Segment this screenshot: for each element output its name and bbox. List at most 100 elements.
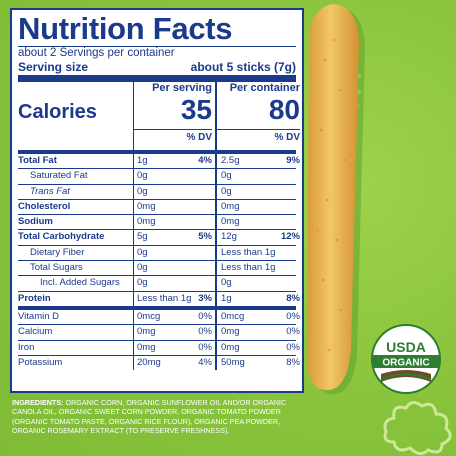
dv-label: % DV [217, 129, 300, 144]
squiggle-decoration-bottom [383, 401, 452, 455]
nutrient-row: Cholesterol 0mg 0mg [18, 198, 296, 215]
nutrient-name: Total Fat [18, 155, 57, 166]
per-container-amount: 0mcg [221, 310, 245, 322]
nutrient-name: Cholesterol [18, 200, 71, 212]
per-serving-dv: 4% [198, 155, 212, 166]
nutrient-row: Potassium 20mg 4% 50mg 8% [18, 354, 300, 371]
per-container-dv: 0% [286, 310, 300, 322]
per-serving-dv: 0% [198, 310, 212, 322]
column-divider [215, 82, 217, 150]
usda-seal-band-text: ORGANIC [382, 358, 429, 369]
per-serving-amount: 0mg [137, 216, 156, 228]
calories-per-container: 80 [268, 94, 300, 125]
nutrient-name: Vitamin D [18, 310, 60, 322]
per-serving-amount: 0mg [137, 326, 156, 338]
per-container-amount: 0g [221, 185, 232, 197]
nutrient-row: Iron 0mg 0% 0mg 0% [18, 339, 300, 355]
serving-size-row: Serving size about 5 sticks (7g) [18, 60, 296, 75]
veggie-stick-image [306, 4, 365, 395]
per-container-amount: 50mg [221, 356, 245, 368]
nutrient-name: Saturated Fat [30, 170, 88, 182]
per-serving-amount: 0mcg [137, 310, 161, 322]
per-serving-amount: 1g [137, 155, 148, 166]
nutrient-row: Saturated Fat 0g 0g [18, 168, 296, 184]
serving-size-value: about 5 sticks (7g) [190, 60, 296, 74]
nutrition-facts-title: Nutrition Facts [18, 11, 233, 46]
nutrient-name: Potassium [18, 356, 63, 368]
nutrient-rows: Total Fat 1g 4% 2.5g 9% Saturated Fat 0g… [18, 154, 300, 371]
per-container-amount: 0g [221, 277, 232, 289]
per-serving-amount: 0g [137, 170, 148, 182]
per-container-amount: 12g [221, 231, 237, 243]
per-serving-amount: 0mg [137, 341, 156, 353]
per-container-amount: 0mg [221, 216, 240, 228]
nutrient-row: Trans Fat 0g 0g [18, 183, 296, 199]
nutrient-row: Sodium 0mg 0mg [18, 214, 296, 230]
per-container-dv: 8% [286, 356, 300, 368]
calories-label: Calories [18, 101, 97, 123]
per-container-dv: 12% [280, 231, 300, 243]
per-serving-dv: 0% [198, 326, 212, 338]
nutrient-name: Trans Fat [30, 185, 70, 197]
dv-label: % DV [134, 129, 212, 144]
per-serving-dv: 4% [198, 356, 212, 368]
per-serving-dv: 0% [198, 341, 212, 353]
ingredients-label: INGREDIENTS: [12, 398, 64, 407]
per-serving-amount: 5g [137, 231, 148, 243]
nutrient-row: Incl. Added Sugars 0g 0g [18, 275, 296, 291]
divider-thick [18, 75, 296, 82]
ingredients-statement: INGREDIENTS: ORGANIC CORN, ORGANIC SUNFL… [12, 398, 302, 436]
nutrient-name: Dietary Fiber [30, 246, 85, 258]
nutrient-name: Incl. Added Sugars [40, 277, 120, 289]
nutrient-name: Total Sugars [30, 262, 83, 274]
nutrient-row: Total Carbohydrate 5g 5% 12g 12% [18, 229, 300, 245]
per-container-amount: 0mg [221, 326, 240, 338]
per-container-label: Per container [229, 82, 300, 94]
nutrient-name: Calcium [18, 326, 53, 338]
per-container-amount: 0g [221, 170, 232, 182]
per-serving-dv: 5% [198, 231, 212, 243]
per-serving-amount: 0mg [137, 200, 156, 212]
per-serving-amount: 0g [137, 277, 148, 289]
per-container-dv: 0% [286, 341, 300, 353]
per-serving-label: Per serving [152, 82, 212, 94]
per-container-dv: 0% [286, 326, 300, 338]
per-serving-amount: 0g [137, 185, 148, 197]
nutrition-facts-panel: Nutrition Facts about 2 Servings per con… [10, 8, 304, 393]
per-serving-amount: 20mg [137, 356, 161, 368]
servings-per-container: about 2 Servings per container [18, 47, 175, 59]
per-container-amount: 0mg [221, 200, 240, 212]
nutrient-row: Total Fat 1g 4% 2.5g 9% [18, 154, 300, 169]
calories-per-serving: 35 [180, 94, 212, 125]
per-container-amount: Less than 1g [221, 262, 276, 274]
per-container-column-head: Per container 80 % DV [217, 82, 300, 144]
nutrient-row: Total Sugars 0g Less than 1g [18, 260, 296, 276]
per-container-amount: 1g [221, 292, 232, 304]
divider-medium [18, 150, 296, 154]
per-container-amount: 2.5g [221, 155, 240, 166]
nutrient-row: Dietary Fiber 0g Less than 1g [18, 244, 296, 261]
per-serving-amount: Less than 1g [137, 292, 192, 304]
per-serving-column-head: Per serving 35 % DV [134, 82, 212, 144]
calories-section: Calories Per serving 35 % DV Per contain… [18, 82, 300, 150]
usda-organic-seal: USDA ORGANIC [371, 324, 441, 394]
per-serving-amount: 0g [137, 262, 148, 274]
per-serving-dv: 3% [198, 292, 212, 304]
ingredients-text: ORGANIC CORN, ORGANIC SUNFLOWER OIL AND/… [12, 398, 287, 436]
nutrient-row: Vitamin D 0mcg 0% 0mcg 0% [18, 305, 300, 325]
nutrient-name: Protein [18, 292, 51, 304]
per-serving-amount: 0g [137, 246, 148, 258]
nutrient-name: Sodium [18, 216, 53, 228]
divider [18, 46, 296, 47]
nutrient-name: Total Carbohydrate [18, 231, 105, 243]
per-container-amount: Less than 1g [221, 246, 276, 258]
per-container-amount: 0mg [221, 341, 240, 353]
nutrient-row: Calcium 0mg 0% 0mg 0% [18, 324, 300, 340]
per-container-dv: 9% [286, 155, 300, 166]
nutrient-name: Iron [18, 341, 35, 353]
column-divider [133, 82, 134, 150]
usda-seal-top-text: USDA [386, 339, 426, 355]
per-container-dv: 8% [286, 292, 300, 304]
nutrient-row: Protein Less than 1g 3% 1g 8% [18, 290, 300, 306]
serving-size-label: Serving size [18, 60, 89, 74]
